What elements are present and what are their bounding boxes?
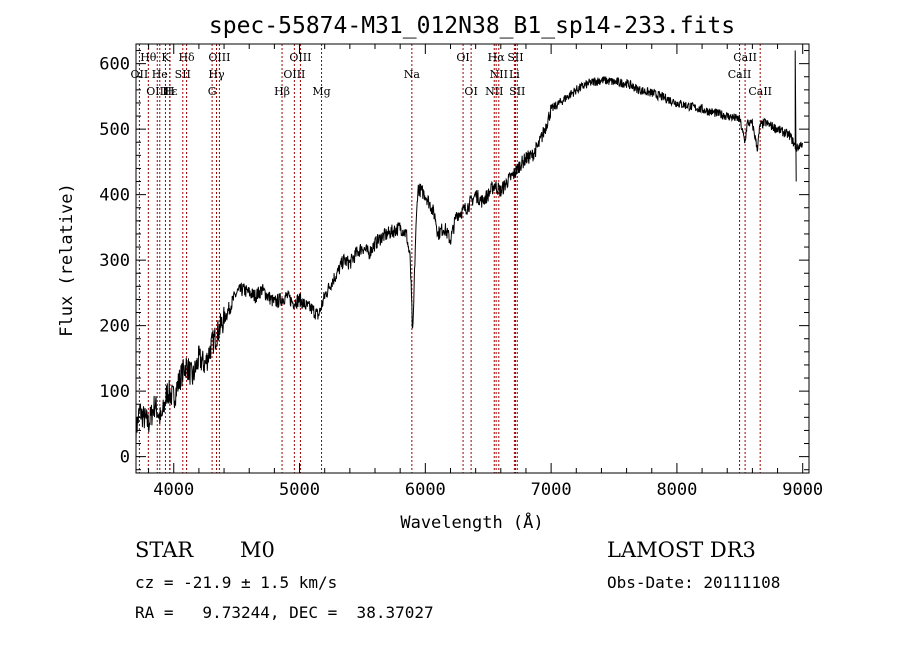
line-label-23: Mg xyxy=(312,85,330,98)
line-label-3: OIII xyxy=(208,51,230,64)
x-tick-label-3: 7000 xyxy=(531,480,572,500)
line-label-20: H xyxy=(165,85,175,98)
line-label-5: OI xyxy=(456,51,469,64)
observation-date: Obs-Date: 20111108 xyxy=(607,573,780,592)
spectrum-series xyxy=(136,51,803,444)
y-tick-label-4: 400 xyxy=(99,186,130,206)
line-label-24: OI xyxy=(464,85,477,98)
line-label-9: OII xyxy=(131,68,149,81)
line-label-27: CaII xyxy=(748,85,772,98)
line-label-10: He xyxy=(152,68,168,81)
object-subclass: M0 xyxy=(240,538,275,562)
x-tick-label-0: 4000 xyxy=(153,480,194,500)
line-label-1: K xyxy=(161,51,170,64)
y-tick-label-2: 200 xyxy=(99,317,130,337)
y-tick-label-5: 500 xyxy=(99,120,130,140)
y-tick-label-3: 300 xyxy=(99,251,130,271)
spectral-line-markers xyxy=(139,44,760,473)
y-axis-ticks: 0 100 200 300 400 500 600 xyxy=(99,51,809,470)
line-label-14: Na xyxy=(404,68,421,81)
survey-name: LAMOST DR3 xyxy=(607,538,756,562)
y-axis-label: Flux (relative) xyxy=(57,183,77,337)
y-tick-label-6: 600 xyxy=(99,55,130,75)
spectrum-chart: spec-55874-M31_012N38_B1_sp14-233.fits H… xyxy=(0,0,900,540)
x-tick-label-4: 8000 xyxy=(656,480,697,500)
x-axis-label: Wavelength (Å) xyxy=(400,511,543,533)
redshift-cz: cz = -21.9 ± 1.5 km/s xyxy=(135,573,337,592)
line-label-21: G xyxy=(208,85,217,98)
object-class: STAR xyxy=(135,538,193,562)
line-label-25: NII xyxy=(485,85,503,98)
line-label-2: Hδ xyxy=(178,51,195,64)
line-label-26: SII xyxy=(509,85,525,98)
line-label-0: Hθ xyxy=(140,51,157,64)
line-label-16: Li xyxy=(509,68,520,81)
plot-frame xyxy=(136,44,809,473)
line-label-11: SII xyxy=(175,68,191,81)
line-label-4: OIII xyxy=(289,51,311,64)
y-tick-label-0: 0 xyxy=(120,448,130,468)
ra-dec-coordinates: RA = 9.73244, DEC = 38.37027 xyxy=(135,603,434,622)
line-label-22: Hβ xyxy=(274,85,290,98)
chart-title: spec-55874-M31_012N38_B1_sp14-233.fits xyxy=(209,13,735,39)
line-label-17: CaII xyxy=(728,68,752,81)
line-label-6: Hα xyxy=(488,51,506,64)
x-tick-label-2: 6000 xyxy=(405,480,446,500)
x-tick-label-5: 9000 xyxy=(782,480,823,500)
line-label-8: CaII xyxy=(733,51,757,64)
line-label-15: NII xyxy=(490,68,508,81)
y-tick-label-1: 100 xyxy=(99,382,130,402)
line-label-7: SII xyxy=(507,51,523,64)
x-tick-label-1: 5000 xyxy=(279,480,320,500)
line-label-13: OIII xyxy=(283,68,305,81)
line-label-12: Hγ xyxy=(208,68,225,81)
